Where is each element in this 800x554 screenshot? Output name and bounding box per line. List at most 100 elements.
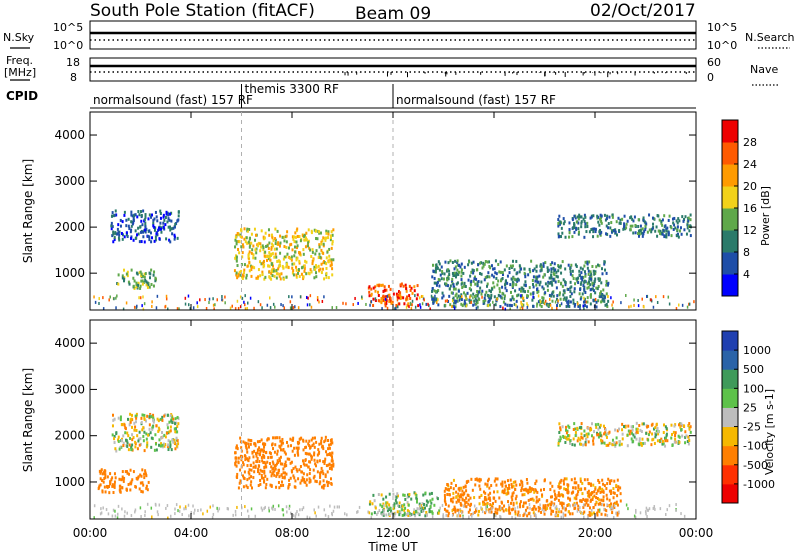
echo-cell <box>117 512 119 516</box>
echo-cell <box>456 259 459 263</box>
freq-tick-bottom: 8 <box>70 71 77 84</box>
x-tick-label: 00:00 <box>679 526 714 540</box>
echo-cell <box>579 506 581 510</box>
echo-cell <box>621 437 624 441</box>
echo-cell <box>346 513 348 517</box>
echo-cell <box>256 440 259 444</box>
echo-cell <box>154 238 157 242</box>
echo-cell <box>553 262 556 266</box>
echo-cell <box>432 269 435 273</box>
echo-cell <box>487 477 490 481</box>
echo-cell <box>261 272 264 276</box>
echo-cell <box>143 218 146 222</box>
echo-cell <box>474 483 477 487</box>
y-tick-label: 3000 <box>54 382 85 396</box>
echo-cell <box>454 299 457 303</box>
echo-cell <box>557 222 560 226</box>
echo-cell <box>448 294 451 298</box>
echo-cell <box>164 305 166 309</box>
echo-cell <box>319 267 322 271</box>
echo-cell <box>151 304 153 308</box>
echo-cell <box>141 279 144 283</box>
echo-cell <box>326 236 329 240</box>
y-tick-label: 3000 <box>54 174 85 188</box>
echo-cell <box>575 277 578 281</box>
echo-cell <box>118 238 121 242</box>
echo-cell <box>176 430 179 434</box>
echo-cell <box>449 303 452 307</box>
echo-cell <box>540 510 543 514</box>
echo-cell <box>631 217 634 221</box>
echo-cell <box>461 304 464 308</box>
echo-cell <box>275 485 278 489</box>
echo-cell <box>151 425 154 429</box>
echo-cell <box>329 504 331 508</box>
echo-cell <box>173 427 176 431</box>
echo-cell <box>407 503 410 507</box>
echo-cell <box>297 513 300 517</box>
echo-cell <box>154 276 157 280</box>
echo-cell <box>515 272 518 276</box>
echo-cell <box>597 220 600 224</box>
echo-cell <box>176 236 179 240</box>
echo-cell <box>113 417 116 421</box>
echo-cell <box>486 505 489 509</box>
echo-cell <box>278 475 281 479</box>
echo-cell <box>135 412 138 416</box>
echo-cell <box>529 489 532 493</box>
echo-cell <box>174 430 177 434</box>
echo-cell <box>320 436 323 440</box>
echo-cell <box>259 303 262 307</box>
echo-cell <box>309 446 312 450</box>
echo-cell <box>580 225 583 229</box>
echo-cell <box>316 296 319 300</box>
echo-cell <box>525 478 528 482</box>
echo-cell <box>564 488 567 492</box>
echo-cell <box>499 270 502 274</box>
echo-cell <box>383 509 385 513</box>
echo-cell <box>275 462 278 466</box>
echo-cell <box>144 510 146 514</box>
echo-cell <box>451 260 454 264</box>
echo-cell <box>473 294 476 298</box>
echo-cell <box>580 435 583 439</box>
echo-cell <box>549 481 552 485</box>
echo-cell <box>127 224 130 228</box>
echo-cell <box>481 266 484 270</box>
echo-cell <box>152 416 155 420</box>
echo-cell <box>654 425 657 429</box>
echo-cell <box>604 296 606 300</box>
echo-cell <box>557 279 560 283</box>
echo-cell <box>324 435 327 439</box>
echo-cell <box>641 297 643 301</box>
echo-cell <box>317 452 320 456</box>
echo-cell <box>136 447 139 451</box>
echo-cell <box>685 232 688 236</box>
echo-cell <box>542 487 545 491</box>
echo-cell <box>326 484 329 488</box>
echo-cell <box>644 228 647 232</box>
echo-cell <box>652 305 655 309</box>
echo-cell <box>652 427 655 431</box>
echo-cell <box>568 228 571 232</box>
echo-cell <box>554 300 557 304</box>
echo-cell <box>397 293 400 297</box>
echo-cell <box>280 473 283 477</box>
echo-cell <box>126 441 129 445</box>
colorbar-tick-label: 16 <box>743 202 757 215</box>
echo-cell <box>674 431 677 435</box>
echo-cell <box>588 482 591 486</box>
echo-cell <box>466 493 469 497</box>
echo-cell <box>595 496 598 500</box>
echo-cell <box>521 303 523 307</box>
echo-cell <box>494 514 497 518</box>
echo-cell <box>625 226 628 230</box>
echo-cell <box>532 269 535 273</box>
echo-cell <box>238 240 241 244</box>
echo-cell <box>524 275 527 279</box>
echo-cell <box>674 433 677 437</box>
echo-cell <box>539 263 542 267</box>
echo-cell <box>585 305 588 309</box>
echo-cell <box>308 480 311 484</box>
echo-cell <box>664 224 667 228</box>
